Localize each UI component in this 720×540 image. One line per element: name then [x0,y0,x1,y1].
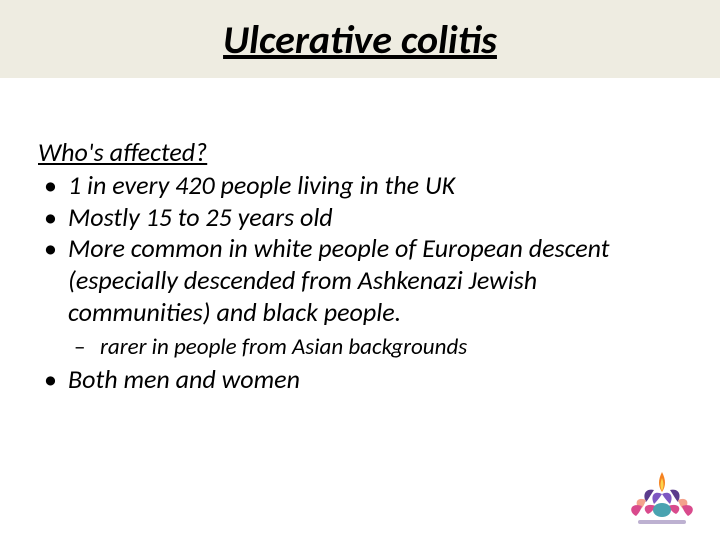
list-item: More common in white people of European … [38,233,682,328]
list-item: 1 in every 420 people living in the UK [38,170,682,202]
content-area: Who's affected? 1 in every 420 people li… [0,78,720,396]
title-bar: Ulcerative colitis [0,0,720,78]
list-item: Both men and women [38,364,682,396]
bullet-list: Both men and women [38,364,682,396]
section-subhead: Who's affected? [38,136,682,168]
list-item: Mostly 15 to 25 years old [38,202,682,234]
sub-bullet-list: rarer in people from Asian backgrounds [38,333,682,363]
bullet-list: 1 in every 420 people living in the UK M… [38,170,682,329]
slide-title: Ulcerative colitis [223,15,497,64]
lotus-logo-icon [626,466,698,526]
list-item: rarer in people from Asian backgrounds [38,333,682,363]
